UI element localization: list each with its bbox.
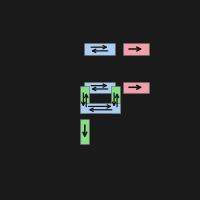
Bar bbox=[111, 86, 120, 113]
Bar bbox=[84, 82, 115, 93]
Bar bbox=[80, 119, 89, 144]
Bar bbox=[80, 86, 89, 113]
Bar bbox=[123, 43, 149, 55]
Bar bbox=[84, 43, 115, 55]
Bar bbox=[123, 82, 149, 93]
Bar bbox=[80, 103, 120, 113]
